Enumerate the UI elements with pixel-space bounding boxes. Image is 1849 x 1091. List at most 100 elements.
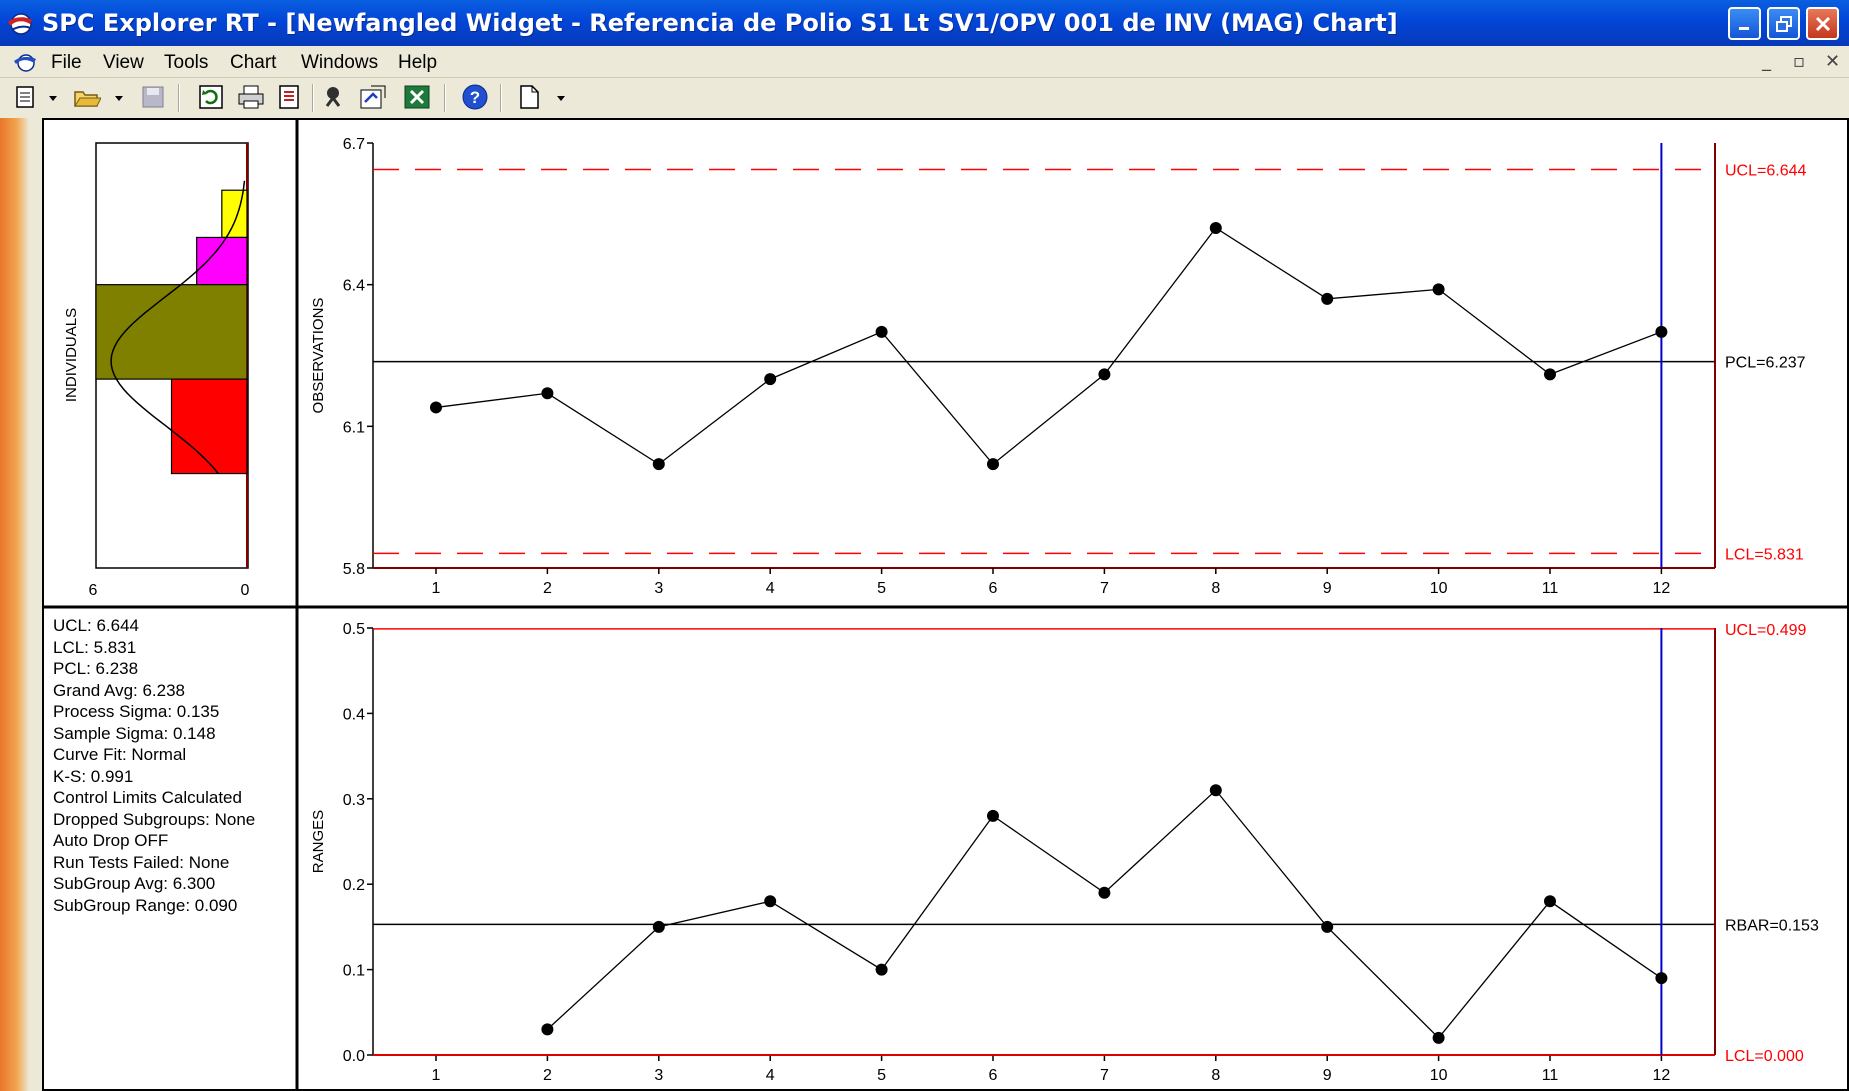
- x-tick-label: 10: [1430, 580, 1448, 597]
- new-dropdown[interactable]: [46, 86, 60, 110]
- stat-control-limits: Control Limits Calculated: [53, 788, 242, 807]
- new-button[interactable]: [10, 82, 40, 112]
- chart-document: [42, 118, 1849, 1091]
- mdi-restore-button[interactable]: ▫: [1793, 51, 1806, 72]
- data-point: [1432, 283, 1445, 296]
- page-icon: [520, 85, 539, 109]
- x-tick-label: 11: [1542, 1067, 1559, 1084]
- histogram-tick-right: 0: [241, 582, 250, 599]
- stat-run-tests: Run Tests Failed: None: [53, 852, 230, 872]
- excel-button[interactable]: [402, 82, 432, 112]
- x-tick-label: 9: [1323, 580, 1332, 597]
- mdi-close-button[interactable]: ✕: [1825, 51, 1841, 72]
- y-tick-label: 6.4: [343, 278, 365, 295]
- y-tick-label: 0.2: [343, 877, 365, 894]
- stat-sample-sigma: Sample Sigma: 0.148: [53, 723, 216, 743]
- histogram-bar: [196, 236, 248, 286]
- restore-button[interactable]: [1767, 7, 1800, 40]
- x-tick-label: 3: [654, 1067, 663, 1084]
- stat-ks: K-S: 0.991: [53, 766, 134, 786]
- x-tick-label: 5: [877, 580, 886, 597]
- y-tick-label: 0.3: [343, 792, 365, 809]
- y-tick-label: 6.7: [343, 136, 365, 153]
- data-line: [546, 789, 1662, 1039]
- menu-chart[interactable]: Chart: [230, 52, 277, 73]
- print-button[interactable]: [236, 82, 266, 112]
- report-icon: [279, 85, 299, 109]
- data-point: [1098, 886, 1111, 899]
- x-tick-label: 2: [543, 1067, 552, 1084]
- svg-text:?: ?: [470, 88, 480, 107]
- mdi-minimize-button[interactable]: _: [1762, 51, 1771, 72]
- wizard-icon: [325, 87, 341, 107]
- minimize-icon: [1738, 26, 1749, 30]
- data-point: [1432, 1031, 1445, 1044]
- help-button[interactable]: ?: [460, 82, 490, 112]
- chart-ylabel: OBSERVATIONS: [310, 298, 327, 414]
- data-point: [1321, 292, 1334, 305]
- menu-help[interactable]: Help: [398, 52, 438, 73]
- normal-curve: [110, 180, 246, 475]
- chart-ylabel: RANGES: [310, 810, 327, 873]
- window-title: SPC Explorer RT - [Newfangled Widget - R…: [42, 9, 1398, 37]
- x-tick-label: 3: [654, 580, 663, 597]
- open-button[interactable]: [72, 82, 102, 112]
- menu-file[interactable]: File: [51, 52, 82, 73]
- x-tick-label: 2: [543, 580, 552, 597]
- y-tick-label: 0.5: [343, 621, 365, 638]
- ranges-chart[interactable]: 0.50.40.30.20.10.01 2 3 4 5 6 7 8 9 10 11 12RANGESU…: [310, 621, 1819, 1084]
- menu-windows[interactable]: Windows: [301, 52, 379, 73]
- histogram-bar: [221, 189, 248, 239]
- menu-tools[interactable]: Tools: [164, 52, 209, 73]
- title-bar[interactable]: SPC Explorer RT - [Newfangled Widget - R…: [0, 0, 1849, 46]
- data-point: [987, 809, 999, 822]
- open-dropdown[interactable]: [112, 86, 126, 110]
- x-tick-label: 8: [1211, 580, 1220, 597]
- excel-icon: [404, 85, 430, 109]
- menu-view[interactable]: View: [103, 52, 144, 73]
- data-point: [987, 458, 999, 471]
- y-tick-label: 0.4: [343, 706, 365, 723]
- x-tick-label: 6: [989, 1067, 998, 1084]
- close-button[interactable]: [1806, 7, 1839, 40]
- stat-pcl: PCL: 6.238: [53, 659, 139, 678]
- x-tick-label: 4: [766, 1067, 775, 1084]
- control-line-label: RBAR=0.153: [1725, 917, 1819, 934]
- stat-subgroup-range: SubGroup Range: 0.090: [53, 895, 238, 915]
- data-point: [764, 895, 777, 908]
- report-button[interactable]: [274, 82, 304, 112]
- data-point: [1209, 784, 1222, 797]
- control-line-label: LCL=5.831: [1725, 546, 1804, 563]
- data-line: [435, 227, 1662, 466]
- histogram-panel[interactable]: INDIVIDUALS 6 0: [63, 142, 250, 599]
- statistics-panel: UCL: 6.644 LCL: 5.831 PCL: 6.238 Grand A…: [53, 615, 255, 916]
- restore-icon: [1775, 15, 1792, 32]
- minimize-button[interactable]: [1728, 7, 1761, 40]
- document-system-icon[interactable]: [12, 51, 38, 73]
- refresh-button[interactable]: [196, 82, 226, 112]
- histogram-bar: [95, 284, 248, 380]
- control-line-label: UCL=0.499: [1725, 622, 1806, 639]
- observations-chart[interactable]: 6.76.46.15.81 2 3 4 5 6 7 8 9 10 11 12OBSERVATIONSU…: [310, 136, 1806, 597]
- page-button[interactable]: [514, 82, 544, 112]
- x-tick-label: 1: [432, 1067, 441, 1084]
- print-icon: [238, 85, 264, 109]
- save-button[interactable]: [138, 82, 168, 112]
- toolbar: ?: [0, 78, 1849, 118]
- x-tick-label: 7: [1100, 1067, 1109, 1084]
- stat-ucl: UCL: 6.644: [53, 616, 139, 635]
- wizard-button[interactable]: [318, 82, 348, 112]
- x-tick-label: 1: [432, 580, 441, 597]
- x-tick-label: 12: [1653, 1067, 1671, 1084]
- x-tick-label: 10: [1430, 1067, 1448, 1084]
- page-dropdown[interactable]: [554, 86, 568, 110]
- help-icon: ?: [462, 84, 488, 110]
- data-point: [875, 963, 888, 976]
- stat-grand-avg: Grand Avg: 6.238: [53, 680, 186, 700]
- data-point: [1655, 325, 1668, 338]
- data-point: [541, 1023, 554, 1036]
- x-tick-label: 9: [1323, 1067, 1332, 1084]
- properties-button[interactable]: [358, 82, 388, 112]
